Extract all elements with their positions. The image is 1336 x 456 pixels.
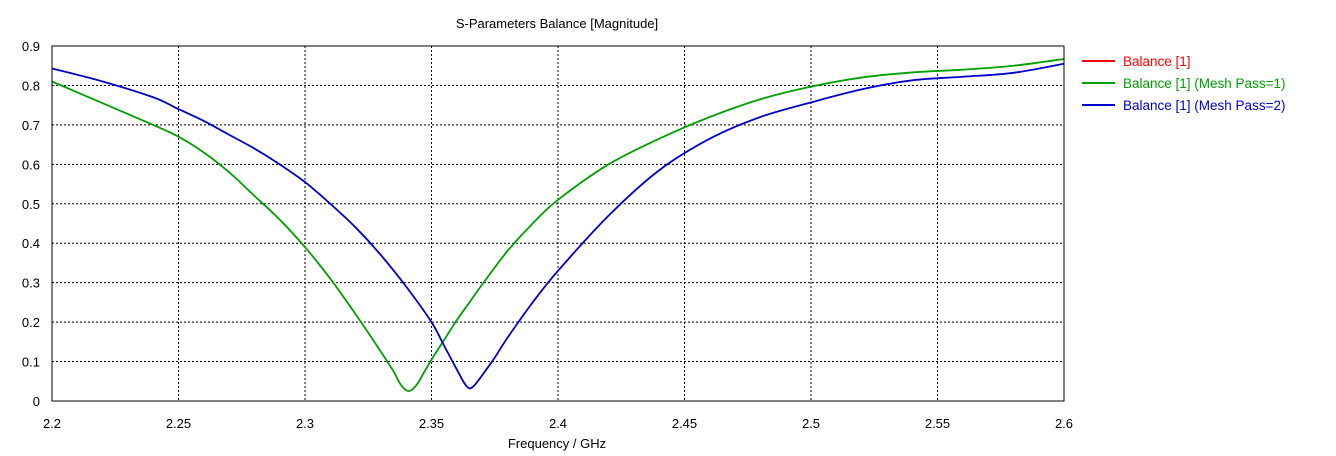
y-axis-ticks: 0 0.1 0.2 0.3 0.4 0.5 0.6 0.7 0.8 0.9 [22,39,40,409]
x-tick-label: 2.2 [43,416,61,431]
y-tick-label: 0.7 [22,118,40,133]
y-tick-label: 0.1 [22,355,40,370]
x-axis-ticks: 2.2 2.25 2.3 2.35 2.4 2.45 2.5 2.55 2.6 [43,416,1073,431]
x-tick-label: 2.45 [672,416,697,431]
legend-label-1: Balance [1] (Mesh Pass=1) [1123,76,1285,91]
x-tick-label: 2.4 [549,416,567,431]
legend-label-2: Balance [1] (Mesh Pass=2) [1123,98,1285,113]
y-tick-label: 0.8 [22,78,40,93]
x-tick-label: 2.5 [802,416,820,431]
legend: Balance [1] Balance [1] (Mesh Pass=1) Bala… [1082,54,1285,113]
y-tick-label: 0.3 [22,276,40,291]
x-axis-label: Frequency / GHz [508,436,606,451]
x-tick-label: 2.3 [296,416,314,431]
grid [52,46,1064,401]
chart-title: S-Parameters Balance [Magnitude] [456,16,658,31]
x-tick-label: 2.25 [166,416,191,431]
series-lines [51,58,1065,393]
series-line-1 [51,58,1065,393]
y-tick-label: 0.2 [22,315,40,330]
y-tick-label: 0.9 [22,39,40,54]
y-tick-label: 0 [33,394,40,409]
y-tick-label: 0.5 [22,197,40,212]
legend-label-0: Balance [1] [1123,54,1191,69]
x-tick-label: 2.6 [1055,416,1073,431]
y-tick-label: 0.6 [22,157,40,172]
plot-frame [51,45,1065,402]
x-tick-label: 2.55 [925,416,950,431]
y-tick-label: 0.4 [22,236,40,251]
x-tick-label: 2.35 [419,416,444,431]
series-line-2 [51,62,1065,390]
